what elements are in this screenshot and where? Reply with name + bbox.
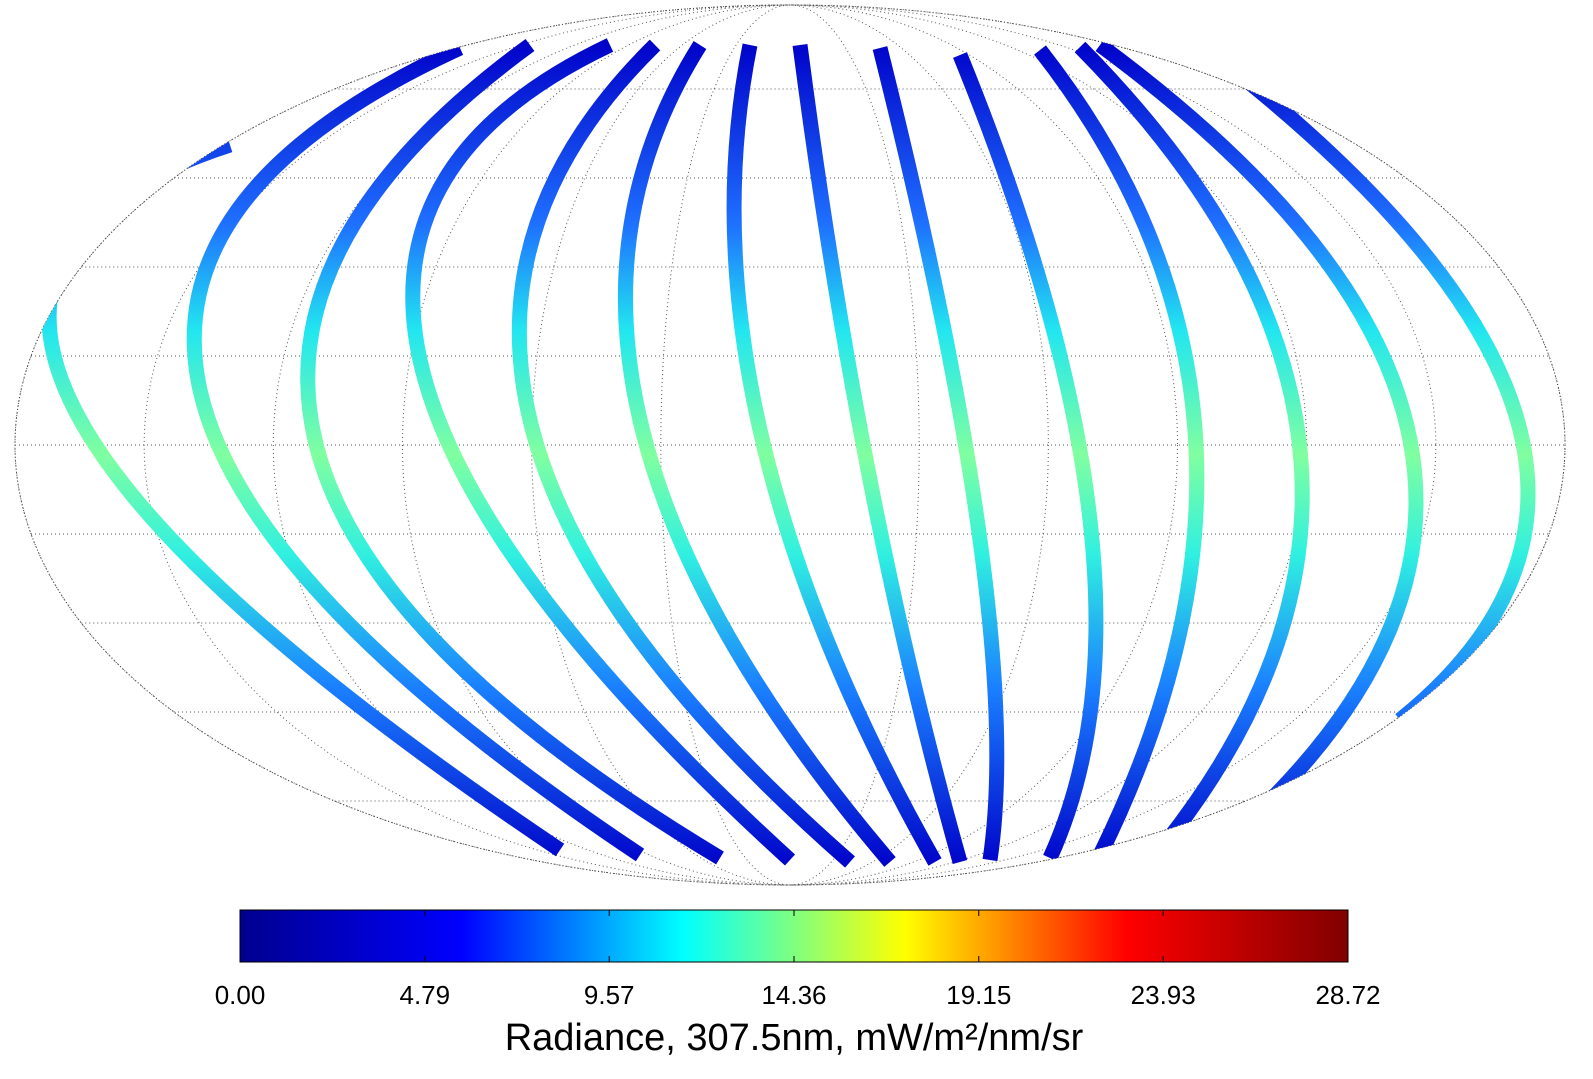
colorbar: 0.00 4.79 9.57 14.36 19.15 23.93 28.72: [215, 909, 1381, 1010]
swath: [872, 46, 1005, 862]
swath: [953, 52, 1104, 862]
tick-label: 9.57: [584, 980, 635, 1010]
meridian: [531, 4, 1049, 886]
tick-label: 28.72: [1315, 980, 1380, 1010]
swath: [405, 38, 796, 866]
graticule: [14, 4, 1566, 886]
swath: [511, 39, 855, 868]
swath: [1235, 69, 1536, 726]
globe-outline: [14, 4, 1566, 886]
tick-label: 19.15: [946, 980, 1011, 1010]
swath: [726, 43, 942, 866]
meridian: [402, 4, 1178, 886]
tick-label: 4.79: [399, 980, 450, 1010]
swath: [300, 38, 724, 865]
colorbar-scale: [239, 909, 1349, 963]
swath: [1034, 45, 1205, 859]
tick-label: 0.00: [215, 980, 266, 1010]
tick-label: 14.36: [761, 980, 826, 1010]
swath: [1074, 41, 1310, 855]
colorbar-label: Radiance, 307.5nm, mW/m²/nm/sr: [505, 1017, 1084, 1059]
meridian: [143, 4, 1437, 886]
tick-label: 23.93: [1131, 980, 1196, 1010]
swath: [186, 41, 645, 862]
swath: [792, 44, 968, 865]
swath: [617, 41, 896, 867]
orbit-swaths: [41, 38, 1536, 868]
swath: [1095, 38, 1424, 826]
